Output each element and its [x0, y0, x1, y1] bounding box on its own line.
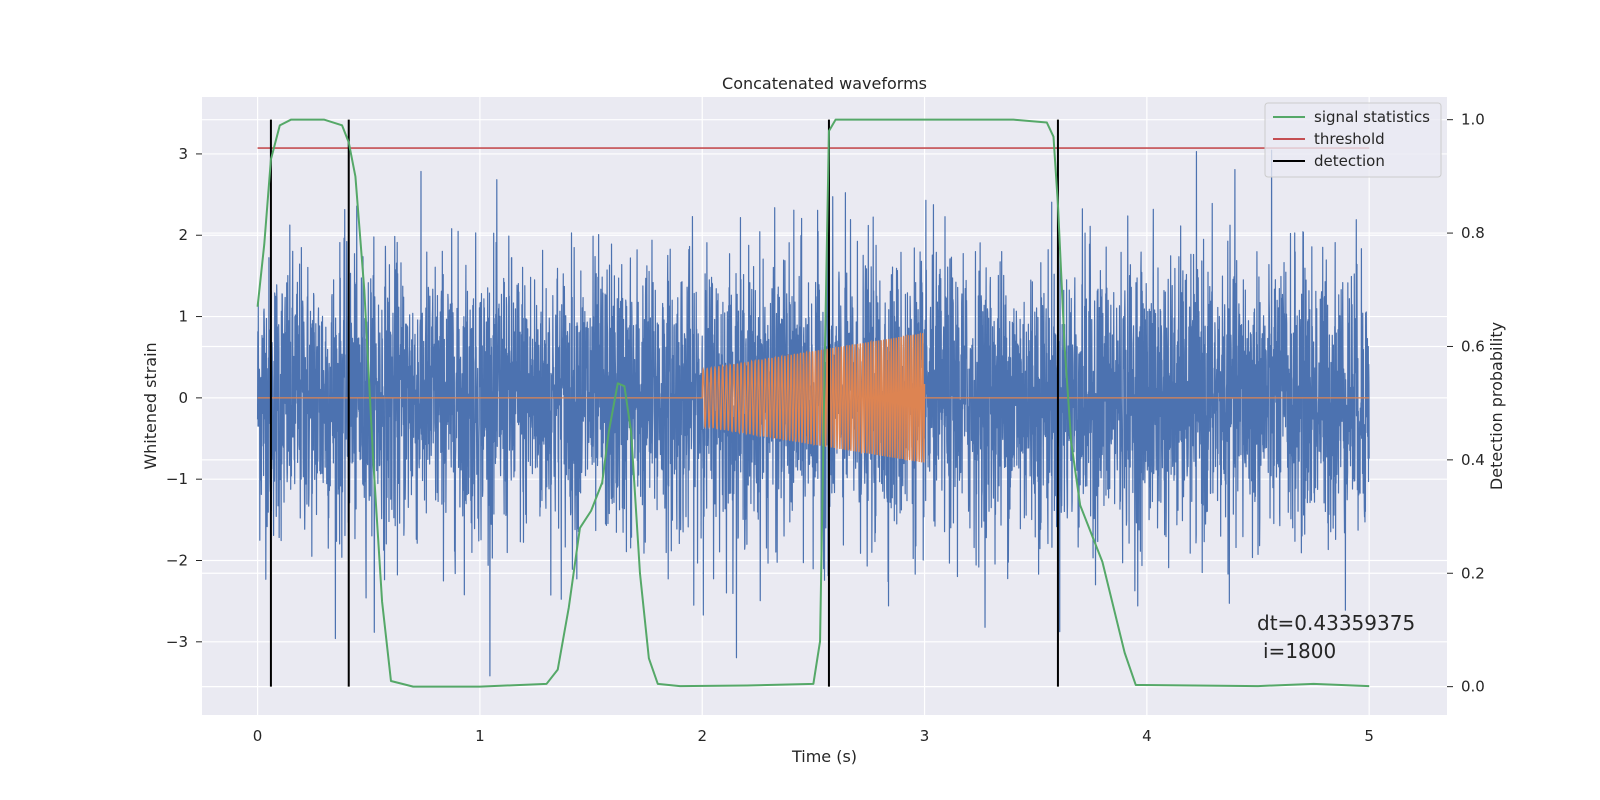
legend-label-threshold: threshold	[1314, 130, 1385, 148]
series-layer	[256, 118, 1370, 688]
legend-box	[1264, 102, 1442, 178]
y-left-tick-label: −2	[166, 552, 188, 570]
y-right-tick-label: 1.0	[1461, 111, 1485, 129]
y-axis-left-title: Whitened strain	[141, 342, 160, 469]
annotation-dt: dt=0.43359375	[1257, 611, 1415, 635]
series-signal-statistics	[256, 118, 1370, 688]
y-left-tick-label: 3	[178, 145, 188, 163]
y-right-tick-label: 0.6	[1461, 337, 1485, 355]
annotation-index: i=1800	[1263, 639, 1336, 663]
x-tick-label: 0	[253, 727, 263, 745]
y-left-tick-label: 1	[178, 308, 188, 326]
y-left-tick-label: 0	[178, 389, 188, 407]
legend: signal statistics threshold detection	[1264, 102, 1442, 178]
y-axis-right-title: Detection probability	[1487, 322, 1506, 490]
chart-title: Concatenated waveforms	[722, 74, 927, 93]
x-axis-title: Time (s)	[791, 747, 857, 766]
y-left-tick-label: −3	[166, 633, 188, 651]
legend-label-detection: detection	[1314, 152, 1385, 170]
y-right-tick-label: 0.4	[1461, 451, 1485, 469]
series-injected-chirp	[257, 332, 1370, 463]
x-tick-label: 2	[697, 727, 707, 745]
x-tick-label: 1	[475, 727, 485, 745]
y-left-tick-label: −1	[166, 470, 188, 488]
x-tick-label: 3	[920, 727, 930, 745]
legend-label-signal-statistics: signal statistics	[1314, 108, 1430, 126]
x-tick-label: 4	[1142, 727, 1152, 745]
y-left-tick-label: 2	[178, 226, 188, 244]
y-right-tick-label: 0.0	[1461, 678, 1485, 696]
x-tick-label: 5	[1364, 727, 1374, 745]
axes: 0 1 2 3 4 5 −3 −2 −1 0 1 2 3 0.0 0.2 0.4 0.6 0.8 1.0	[166, 111, 1485, 745]
y-right-tick-label: 0.2	[1461, 564, 1485, 582]
y-right-tick-label: 0.8	[1461, 224, 1485, 242]
